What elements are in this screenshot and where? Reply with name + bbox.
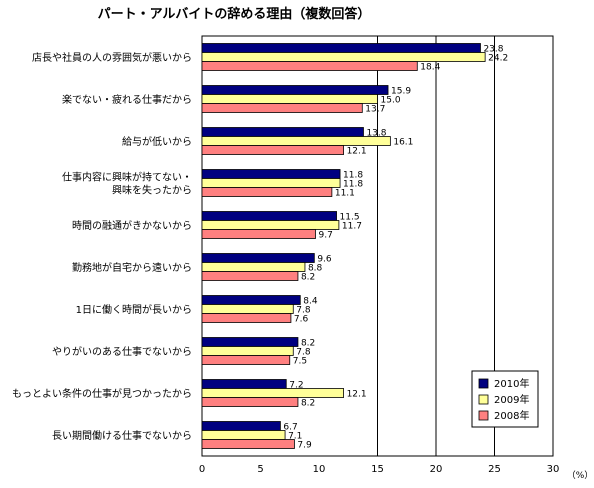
bar-3-1 [201, 61, 418, 71]
data-label: 8.4 [303, 297, 318, 307]
data-label: 11.7 [342, 222, 362, 232]
bar-1-1 [201, 43, 481, 53]
chart-title: パート・アルバイトの辞める理由（複数回答） [98, 6, 371, 22]
bar-2-9 [201, 388, 344, 398]
bar-3-6 [201, 271, 299, 281]
bar-2-4 [201, 178, 341, 188]
bar-2-2 [201, 94, 378, 104]
bar-1-4 [201, 169, 341, 179]
data-label: 11.1 [335, 189, 355, 199]
bar-1-10 [201, 421, 281, 431]
data-label: 8.2 [301, 339, 315, 349]
category-label: 長い期間働ける仕事でないから [52, 429, 192, 442]
x-tick-label-10: 10 [313, 464, 326, 475]
data-label: 18.4 [420, 63, 440, 73]
data-label: 8.2 [301, 273, 315, 283]
axis-unit-label: （%） [567, 470, 594, 481]
data-label: 9.7 [318, 231, 332, 241]
category-label: 楽でない・疲れる仕事だから [62, 93, 192, 106]
data-label: 11.5 [340, 213, 360, 223]
data-label: 12.1 [347, 390, 367, 400]
data-label: 8.8 [308, 264, 323, 274]
bar-2-8 [201, 346, 294, 356]
data-label: 7.9 [297, 441, 312, 451]
data-label: 15.9 [391, 87, 411, 97]
bar-1-8 [201, 337, 299, 347]
data-label: 9.6 [317, 255, 332, 265]
category-label: 仕事内容に興味が持てない・ [62, 171, 192, 184]
legend-swatch-1 [478, 378, 489, 389]
legend-label-3: 2008年 [494, 409, 529, 422]
data-label: 13.7 [365, 105, 385, 115]
bar-3-3 [201, 145, 344, 155]
data-label: 15.0 [381, 96, 401, 106]
bar-3-7 [201, 313, 292, 323]
x-tick-label-30: 30 [547, 464, 560, 475]
bar-3-5 [201, 229, 316, 239]
bar-2-3 [201, 136, 391, 146]
bar-2-10 [201, 430, 286, 440]
bar-1-5 [201, 211, 337, 221]
data-label: 12.1 [347, 147, 367, 157]
x-tick-label-20: 20 [430, 464, 443, 475]
category-label: 勤務地が自宅から遠いから [72, 261, 192, 274]
legend-swatch-3 [478, 410, 489, 421]
data-label: 8.2 [301, 399, 315, 409]
bar-2-1 [201, 52, 486, 62]
legend-swatch-2 [478, 394, 489, 405]
category-label: 店長や社員の人の雰囲気が悪いから [32, 51, 192, 64]
bar-3-4 [201, 187, 333, 197]
x-tick-label-25: 25 [488, 464, 501, 475]
data-label: 7.6 [294, 315, 309, 325]
bar-1-7 [201, 295, 301, 305]
data-label: 24.2 [488, 54, 508, 64]
legend-label-1: 2010年 [494, 377, 529, 390]
x-tick-label-15: 15 [371, 464, 384, 475]
x-tick-label-0: 0 [199, 464, 205, 475]
bar-2-6 [201, 262, 306, 272]
legend: 2010年 2009年 2008年 [471, 370, 539, 428]
data-label: 7.2 [289, 381, 303, 391]
bar-1-9 [201, 379, 287, 389]
data-label: 23.8 [483, 45, 503, 55]
category-label: もっとよい条件の仕事が見つかったから [12, 387, 192, 400]
data-label: 11.8 [343, 180, 363, 190]
data-label: 7.1 [288, 432, 302, 442]
data-label: 7.8 [296, 348, 311, 358]
bar-1-3 [201, 127, 364, 137]
data-label: 16.1 [393, 138, 413, 148]
bar-3-2 [201, 103, 363, 113]
data-label: 7.8 [296, 306, 311, 316]
bar-1-2 [201, 85, 389, 95]
data-label: 6.7 [283, 423, 297, 433]
bar-2-7 [201, 304, 294, 314]
bar-3-10 [201, 439, 295, 449]
data-label: 13.8 [366, 129, 386, 139]
bar-2-5 [201, 220, 340, 230]
bar-1-6 [201, 253, 315, 263]
category-label: 時間の融通がきかないから [72, 219, 192, 232]
bar-3-9 [201, 397, 299, 407]
data-label: 7.5 [293, 357, 307, 367]
legend-label-2: 2009年 [494, 393, 529, 406]
category-label: 興味を失ったから [112, 184, 192, 197]
category-label: 給与が低いから [122, 135, 192, 148]
bar-3-8 [201, 355, 291, 365]
category-label: やりがいのある仕事でないから [52, 345, 192, 358]
category-label: 1日に働く時間が長いから [76, 303, 192, 316]
x-tick-label-5: 5 [257, 464, 263, 475]
data-label: 11.8 [343, 171, 363, 181]
plot-area: 0 5 10 15 20 25 30 店長や社員の人の雰囲気が悪いから楽でない・疲れる仕事だか… [12, 35, 560, 475]
